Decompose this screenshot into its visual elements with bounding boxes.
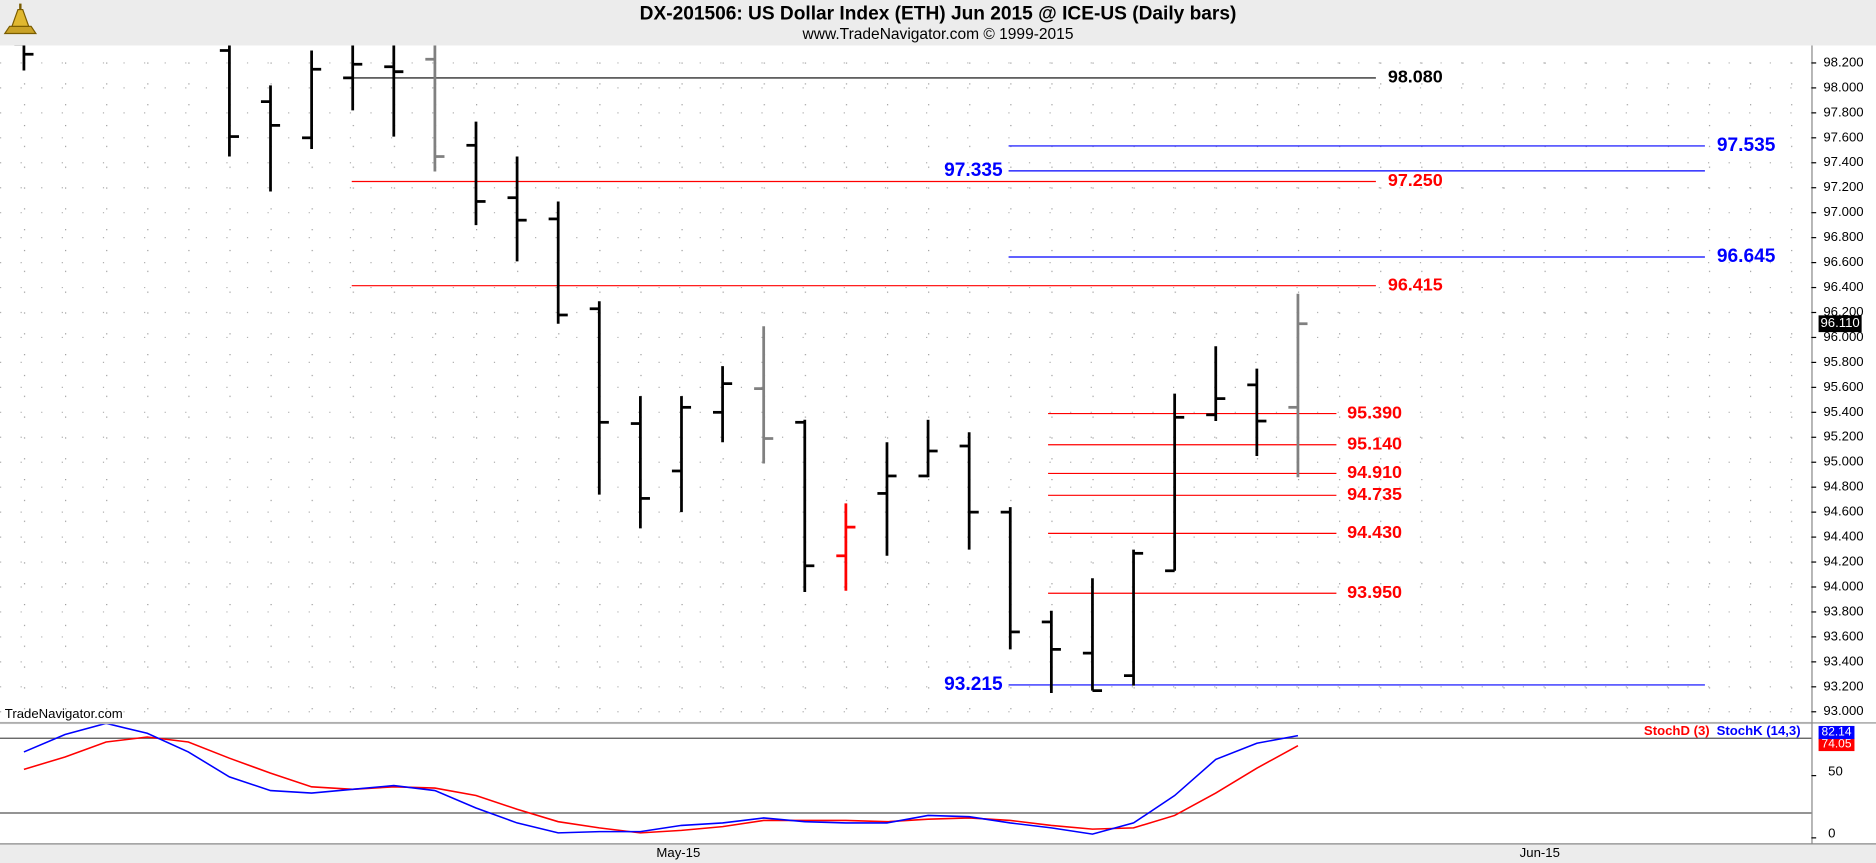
legend-label: StochD (3): [1644, 723, 1710, 738]
legend-label: StochK (14,3): [1717, 723, 1801, 738]
y-tick-label: 98.200: [1823, 54, 1863, 69]
y-tick-label: 93.200: [1823, 678, 1863, 693]
y-tick-label: 97.400: [1823, 154, 1863, 169]
y-tick-label: 96.600: [1823, 254, 1863, 269]
y-tick-label: 96.800: [1823, 229, 1863, 244]
x-tick-label: May-15: [656, 845, 700, 860]
logo: [3, 3, 38, 35]
y-tick-label: 94.400: [1823, 529, 1863, 544]
level-label: 97.335: [944, 160, 1003, 181]
level-label: 97.535: [1717, 135, 1776, 156]
y-tick-label: 96.400: [1823, 279, 1863, 294]
level-label: 98.080: [1388, 67, 1443, 87]
x-axis-area: [0, 843, 1876, 863]
last-value-box: [1818, 725, 1855, 740]
price-plot: [14, 45, 1705, 694]
last-price-box: [1818, 315, 1862, 333]
level-label: 93.215: [944, 674, 1003, 695]
last-price-label: 96.110: [1820, 315, 1859, 330]
level-label: 93.950: [1347, 582, 1402, 602]
y-tick-label: 97.200: [1823, 179, 1863, 194]
y-tick-label: 94.600: [1823, 504, 1863, 519]
y-axis-area: [1811, 45, 1876, 844]
y-tick-label: 95.200: [1823, 429, 1863, 444]
level-label: 94.430: [1347, 522, 1402, 542]
y-tick-label: 98.000: [1823, 79, 1863, 94]
stoch-panel: [0, 724, 1812, 844]
y-tick-label: 94.200: [1823, 554, 1863, 569]
y-tick-label: 95.400: [1823, 404, 1863, 419]
y-tick-label: 93.000: [1823, 703, 1863, 718]
y-tick-label: 96.200: [1823, 304, 1863, 319]
y-tick-label: 96.000: [1823, 329, 1863, 344]
last-value-label: 74.05: [1822, 737, 1852, 751]
level-label: 97.250: [1388, 170, 1443, 190]
y-tick-label: 95.000: [1823, 454, 1863, 469]
last-value-box: [1818, 737, 1855, 752]
y-tick-label: 95.800: [1823, 354, 1863, 369]
x-tick-label: Jun-15: [1520, 845, 1560, 860]
level-label: 96.645: [1717, 246, 1776, 267]
stoch-line: [23, 724, 1299, 835]
level-label: 95.140: [1347, 433, 1402, 453]
chart-title: DX-201506: US Dollar Index (ETH) Jun 201…: [640, 3, 1237, 24]
level-label: 94.735: [1347, 484, 1402, 504]
y-tick-label: 95.600: [1823, 379, 1863, 394]
y-tick-label: 97.000: [1823, 204, 1863, 219]
stoch-plot: [23, 724, 1299, 835]
y-tick-label: 93.400: [1823, 653, 1863, 668]
y-tick-label: 97.800: [1823, 104, 1863, 119]
y-tick-label: 97.600: [1823, 129, 1863, 144]
stoch-line: [23, 736, 1299, 834]
y-tick-label: 94.000: [1823, 578, 1863, 593]
dot-grid: [0, 45, 1812, 722]
y-tick-label: 0: [1828, 826, 1835, 841]
watermark: TradeNavigator.com: [5, 706, 123, 721]
y-tick-label: 93.800: [1823, 603, 1863, 618]
level-label: 96.415: [1388, 274, 1443, 294]
y-tick-label: 50: [1828, 763, 1843, 778]
y-tick-label: 94.800: [1823, 479, 1863, 494]
last-value-label: 82.14: [1822, 725, 1852, 739]
level-label: 94.910: [1347, 462, 1402, 482]
level-label: 95.390: [1347, 402, 1402, 422]
chart-subtitle: www.TradeNavigator.com © 1999-2015: [802, 26, 1074, 43]
y-tick-label: 93.600: [1823, 628, 1863, 643]
